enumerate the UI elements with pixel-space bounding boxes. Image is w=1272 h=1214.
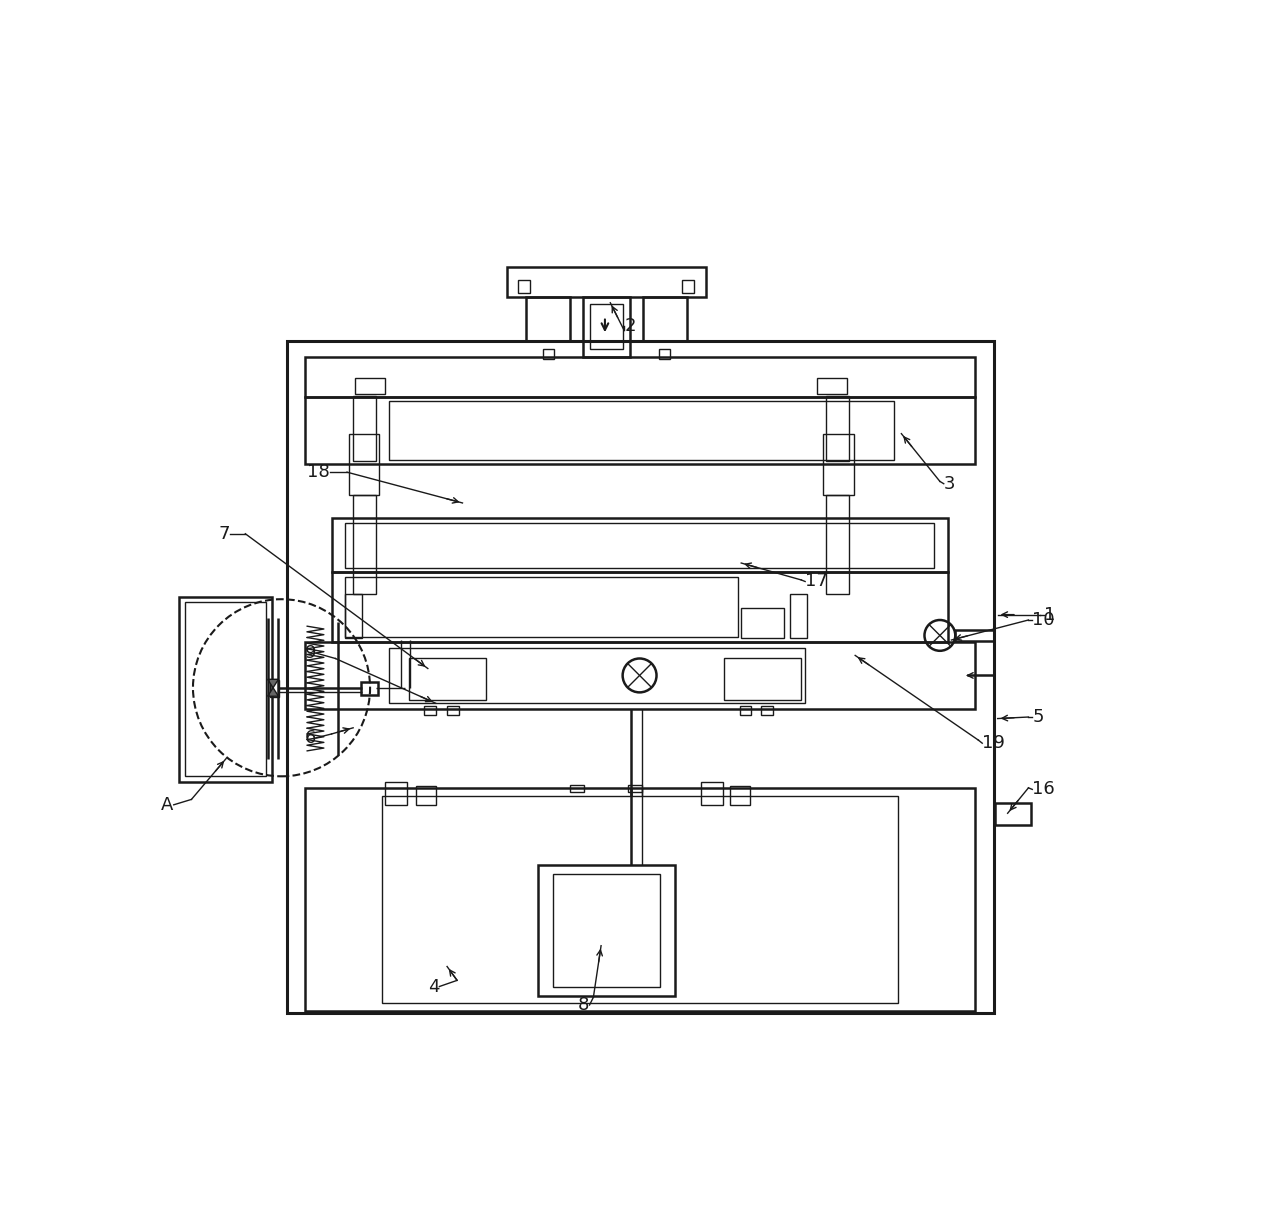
Text: 17: 17 [805,573,828,590]
Bar [955,630,993,641]
Bar [553,874,660,987]
Bar [408,658,486,700]
Bar [761,707,773,715]
Bar [682,280,695,293]
Bar [346,523,935,568]
Bar [538,864,675,995]
Bar [382,795,898,1004]
Text: A: A [162,796,174,813]
Bar [346,577,738,637]
Bar [570,784,584,793]
Bar [790,594,806,639]
Bar [518,280,530,293]
Bar [332,518,948,572]
Bar [332,572,948,641]
Text: 9: 9 [305,645,317,662]
Polygon shape [267,680,279,688]
Bar [355,379,385,393]
Bar [424,707,435,715]
Bar [508,267,706,296]
Bar [416,785,435,805]
Bar [304,788,974,1011]
Bar [659,348,669,359]
Bar [525,296,570,341]
Bar [583,296,631,357]
Bar [642,296,687,341]
Bar [730,785,749,805]
Bar [270,680,280,697]
Bar [817,379,847,393]
Text: 19: 19 [982,734,1005,753]
Bar [304,397,974,465]
Bar [446,707,459,715]
Bar [724,658,801,700]
Text: 4: 4 [427,977,439,995]
Bar [385,782,407,805]
Text: 3: 3 [944,475,955,493]
Bar [179,597,271,782]
Text: 6: 6 [305,728,317,747]
Bar [304,357,974,397]
Bar [346,594,363,639]
Text: 2: 2 [625,317,636,335]
Bar [287,341,993,1012]
Bar [389,648,805,703]
Bar [184,602,266,776]
Text: 5: 5 [1033,708,1044,726]
Bar [304,641,974,709]
Bar [701,782,722,805]
Bar [389,402,894,460]
Text: 10: 10 [1033,611,1054,629]
Bar [543,348,555,359]
Bar [826,396,848,460]
Bar [628,784,642,793]
Bar [823,433,854,495]
Bar [354,396,377,460]
Text: 16: 16 [1033,781,1054,799]
Bar [995,804,1030,824]
Text: 1: 1 [1044,606,1056,624]
Bar [349,433,379,495]
Bar [740,707,752,715]
Bar [361,681,378,696]
Text: 8: 8 [579,995,589,1014]
Text: 7: 7 [219,524,230,543]
Text: 18: 18 [308,464,329,481]
Bar [826,495,848,594]
Polygon shape [267,688,279,697]
Bar [742,608,784,639]
Bar [590,305,622,348]
Bar [354,495,377,594]
